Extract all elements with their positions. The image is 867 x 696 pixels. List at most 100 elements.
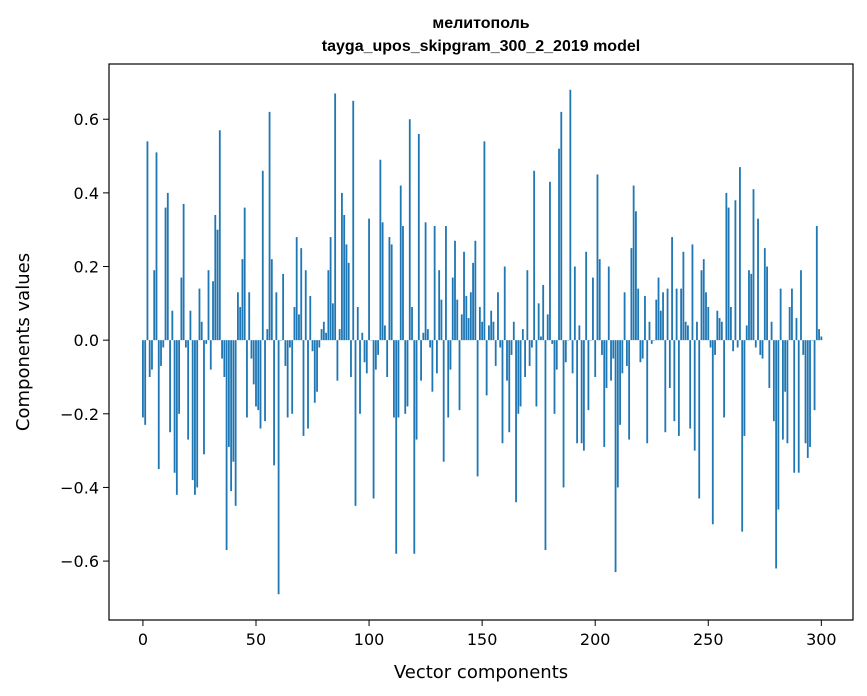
bar (451, 277, 454, 341)
bar (512, 321, 515, 341)
bar (684, 321, 687, 341)
bar (347, 262, 350, 341)
bar (506, 340, 508, 381)
bar (646, 340, 649, 444)
bar (341, 192, 343, 341)
bar (282, 273, 285, 341)
bar (616, 340, 619, 488)
bar (148, 340, 151, 377)
bar (383, 325, 386, 341)
bar (711, 340, 714, 525)
bar (662, 292, 664, 341)
bar (494, 340, 497, 366)
bar (510, 340, 513, 355)
bar (757, 218, 759, 341)
bar (166, 192, 169, 341)
bar (800, 270, 802, 341)
bar (331, 303, 334, 341)
bar (709, 340, 712, 348)
bar (189, 310, 192, 341)
bar (585, 251, 588, 341)
bar (415, 340, 418, 440)
bar (225, 340, 228, 551)
bar (745, 325, 748, 341)
y-axis-ticks: −0.6 −0.4 −0.2 0.0 0.2 0.4 0.6 (60, 110, 109, 571)
x-tick-label: 250 (693, 630, 724, 649)
bar (537, 303, 540, 341)
bar (781, 340, 784, 440)
chart-title: мелитополь (432, 15, 529, 32)
bar (442, 340, 445, 462)
bar (777, 340, 780, 510)
bar (607, 266, 610, 341)
bar (517, 340, 520, 414)
bar (682, 251, 685, 341)
bar (474, 240, 477, 341)
bar (691, 244, 694, 341)
bar (698, 340, 701, 499)
bar (763, 248, 766, 341)
bar (469, 292, 472, 341)
bar (750, 273, 753, 341)
bar (218, 130, 221, 341)
bar (580, 340, 583, 444)
bar (397, 340, 400, 418)
bar (234, 340, 237, 506)
bar (714, 340, 716, 355)
bar (343, 214, 346, 341)
bar (243, 207, 246, 341)
bar (404, 340, 407, 414)
bar (221, 340, 223, 359)
bar (492, 321, 495, 341)
bar (582, 340, 585, 451)
bar (621, 340, 624, 374)
bar (768, 340, 771, 389)
bar (169, 340, 171, 433)
bar (804, 340, 807, 444)
bar (352, 100, 355, 341)
bar (497, 292, 499, 341)
bar (553, 340, 556, 414)
bar (336, 340, 339, 381)
bar (320, 329, 323, 341)
bar (655, 299, 658, 341)
bar (270, 259, 273, 341)
bar (447, 340, 450, 418)
bar (632, 185, 635, 341)
bar (549, 181, 551, 341)
bar (752, 189, 755, 341)
bar (350, 340, 352, 377)
bar (334, 93, 337, 341)
bar (546, 314, 549, 341)
bar (275, 292, 278, 341)
y-axis-label: Components values (13, 253, 34, 431)
bar (359, 340, 361, 414)
bar (178, 340, 181, 414)
bar (424, 222, 427, 341)
bar (707, 307, 710, 341)
bar (476, 340, 479, 477)
bar (237, 292, 239, 341)
bar (700, 270, 703, 341)
bar (465, 295, 468, 341)
bar (151, 340, 153, 370)
bar (257, 340, 260, 411)
bar (641, 340, 644, 359)
bar (203, 340, 205, 455)
bar (612, 340, 615, 359)
bar (576, 340, 579, 444)
bar (569, 89, 572, 341)
bar-series (142, 89, 823, 595)
bar (766, 266, 768, 341)
bar (734, 200, 737, 341)
bar (544, 340, 547, 551)
bar (194, 340, 196, 495)
bar (759, 340, 762, 355)
bar (160, 340, 162, 366)
x-tick-label: 0 (138, 630, 148, 649)
bar (515, 340, 517, 503)
bar (519, 340, 522, 407)
bar (560, 111, 563, 341)
bar (411, 307, 413, 341)
bar (266, 329, 269, 341)
